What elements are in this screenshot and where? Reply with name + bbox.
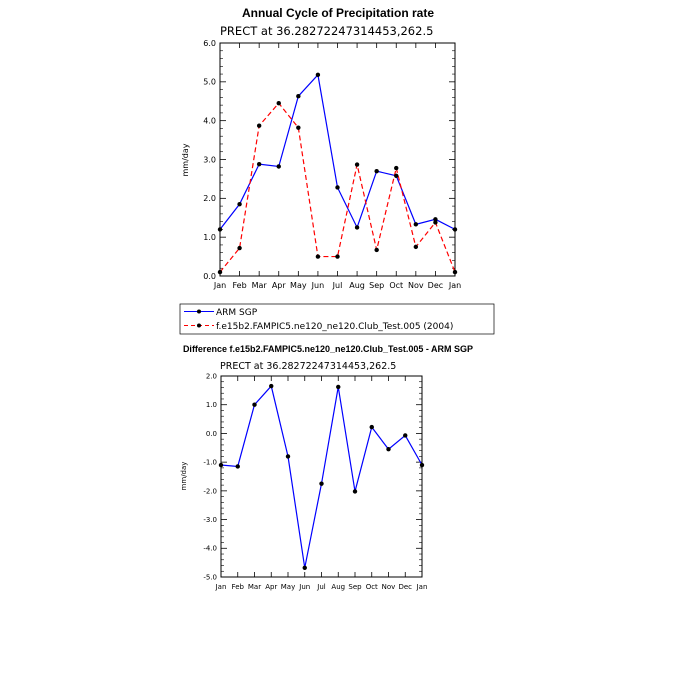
chart1-subtitle: PRECT at 36.28272247314453,262.5	[220, 24, 433, 38]
chart1-frame	[220, 375, 423, 578]
chart0-series-1-point	[374, 168, 379, 174]
chart1-series-1-point	[218, 462, 224, 468]
chart1-ytick-label: -3.0	[203, 516, 217, 524]
chart0-ytick-label: 0.0	[203, 272, 216, 281]
chart1-xtick-label: Mar	[248, 583, 261, 591]
chart1-xtick-label: Jan	[215, 583, 227, 591]
chart1-plot: Jan Feb Mar Apr May Jun Jul Aug Sep Oct Nov Dec Jan0…	[203, 39, 461, 290]
chart0-series-1-point	[217, 227, 223, 232]
chart0-xtick-label: Feb	[232, 281, 246, 290]
chart1-xtick-label: Feb	[232, 583, 245, 591]
chart0-ytick-label: 2.0	[203, 194, 216, 203]
chart1-ytick-label: 1.0	[206, 401, 217, 409]
legend-label-model: f.e15b2.FAMPIC5.ne120_ne120.Club_Test.00…	[216, 322, 453, 332]
chart1-xtick-label: Nov	[382, 583, 396, 591]
chart0-ytick-label: 3.0	[203, 155, 216, 164]
chart1-xtick-label: Jun	[298, 583, 310, 591]
chart1-series-1-point	[336, 384, 341, 390]
chart1-xtick-label: Oct	[366, 583, 378, 591]
chart0-xtick-label: Apr	[272, 281, 287, 290]
chart1-series-1-point	[403, 433, 408, 438]
chart1-series-1-point	[386, 447, 391, 452]
chart0-series-2-point	[237, 245, 242, 251]
chart1-xtick-label: May	[281, 583, 295, 591]
chart0-series-2-point	[433, 220, 438, 225]
chart0-series-1-point	[394, 173, 399, 179]
chart0-xtick-label: Sep	[369, 281, 384, 290]
chart1-ytick-label: 2.0	[206, 372, 217, 380]
chart1-xtick-label: Jul	[316, 583, 326, 591]
chart0-series-2-point	[374, 247, 379, 253]
chart1-ytick-label: -2.0	[203, 487, 217, 495]
chart0-series-2-point	[335, 254, 340, 259]
chart0-ytick-label: 1.0	[203, 233, 216, 242]
chart0-series-1-point	[256, 161, 262, 167]
chart0-ytick-label: 6.0	[203, 39, 216, 48]
chart0-series-1-point	[315, 72, 321, 78]
chart0-series-1-point	[335, 185, 340, 190]
chart1-xtick-label: Sep	[348, 583, 362, 591]
chart1-series-1-point	[419, 462, 425, 468]
chart1-series-1-point	[352, 489, 358, 494]
chart0-series-2-point	[217, 269, 223, 275]
chart1-series-1-point	[235, 464, 240, 469]
chart0-xtick-label: Aug	[349, 281, 365, 290]
chart1-series-1-point	[302, 565, 307, 571]
chart0-series-2-point	[276, 100, 281, 106]
chart0-series-2-point	[256, 123, 262, 128]
legend-marker-arm	[197, 309, 201, 314]
chart0-xtick-label: Jun	[311, 281, 325, 290]
chart1-series-1-point	[285, 454, 291, 459]
chart2-plot: Jan Feb Mar Apr May Jun Jul Aug Sep Oct Nov Dec Jan -…	[203, 372, 427, 591]
legend-marker-model	[197, 323, 201, 328]
chart0-series-2-point	[394, 165, 399, 171]
chart0-series-1-point	[413, 222, 419, 227]
chart0-xtick-label: May	[290, 281, 307, 290]
chart1-title: Annual Cycle of Precipitation rate	[242, 6, 434, 20]
chart1-series-1-point	[369, 424, 374, 430]
chart0-series-1-point	[433, 217, 438, 222]
chart0-xtick-label: Dec	[428, 281, 443, 290]
chart0-series-2-point	[296, 125, 301, 130]
chart1-series-1-point	[319, 481, 324, 486]
chart0-series-1-point	[237, 201, 242, 207]
chart0-series-2-point	[315, 254, 321, 259]
chart1-ytick-label: -5.0	[203, 573, 217, 581]
chart0-series-2-point	[452, 269, 458, 275]
chart1-xtick-label: Apr	[265, 583, 277, 591]
chart1-xtick-label: Dec	[398, 583, 412, 591]
chart1-ylabel: mm/day	[181, 143, 190, 176]
chart1-xtick-label: Aug	[331, 583, 345, 591]
chart0-ytick-label: 5.0	[203, 78, 216, 87]
chart1-xtick-label: Jan	[416, 583, 428, 591]
chart0-series-1-point	[296, 94, 301, 99]
chart1-ytick-label: -1.0	[203, 459, 217, 467]
chart0-series-1-point	[276, 164, 281, 169]
chart0-xtick-label: Mar	[252, 281, 268, 290]
chart1-ytick-label: -4.0	[203, 545, 217, 553]
legend-box	[179, 303, 495, 335]
chart1-series-line-1	[220, 384, 423, 568]
legend-label-arm: ARM SGP	[216, 308, 258, 318]
chart0-xtick-label: Oct	[389, 281, 403, 290]
chart2-title: Difference f.e15b2.FAMPIC5.ne120_ne120.C…	[183, 344, 473, 354]
chart0-series-1-point	[452, 227, 458, 232]
chart0-xtick-label: Jan	[213, 281, 226, 290]
chart0-ytick-label: 4.0	[203, 116, 216, 125]
chart0-series-2-point	[413, 244, 419, 250]
chart2-ylabel: mm/day	[180, 462, 188, 491]
chart0-xtick-label: Nov	[408, 281, 424, 290]
chart0-xtick-label: Jul	[332, 281, 343, 290]
chart2-subtitle: PRECT at 36.28272247314453,262.5	[220, 361, 396, 372]
chart0-series-1-point	[354, 225, 360, 230]
chart1-legend: ARM SGP f.e15b2.FAMPIC5.ne120_ne120.Club…	[179, 303, 495, 335]
chart1-ytick-label: 0.0	[206, 430, 217, 438]
chart0-series-2-point	[354, 162, 360, 167]
chart1-series-1-point	[252, 402, 257, 407]
chart0-xtick-label: Jan	[448, 281, 461, 290]
chart1-series-1-point	[269, 383, 274, 389]
